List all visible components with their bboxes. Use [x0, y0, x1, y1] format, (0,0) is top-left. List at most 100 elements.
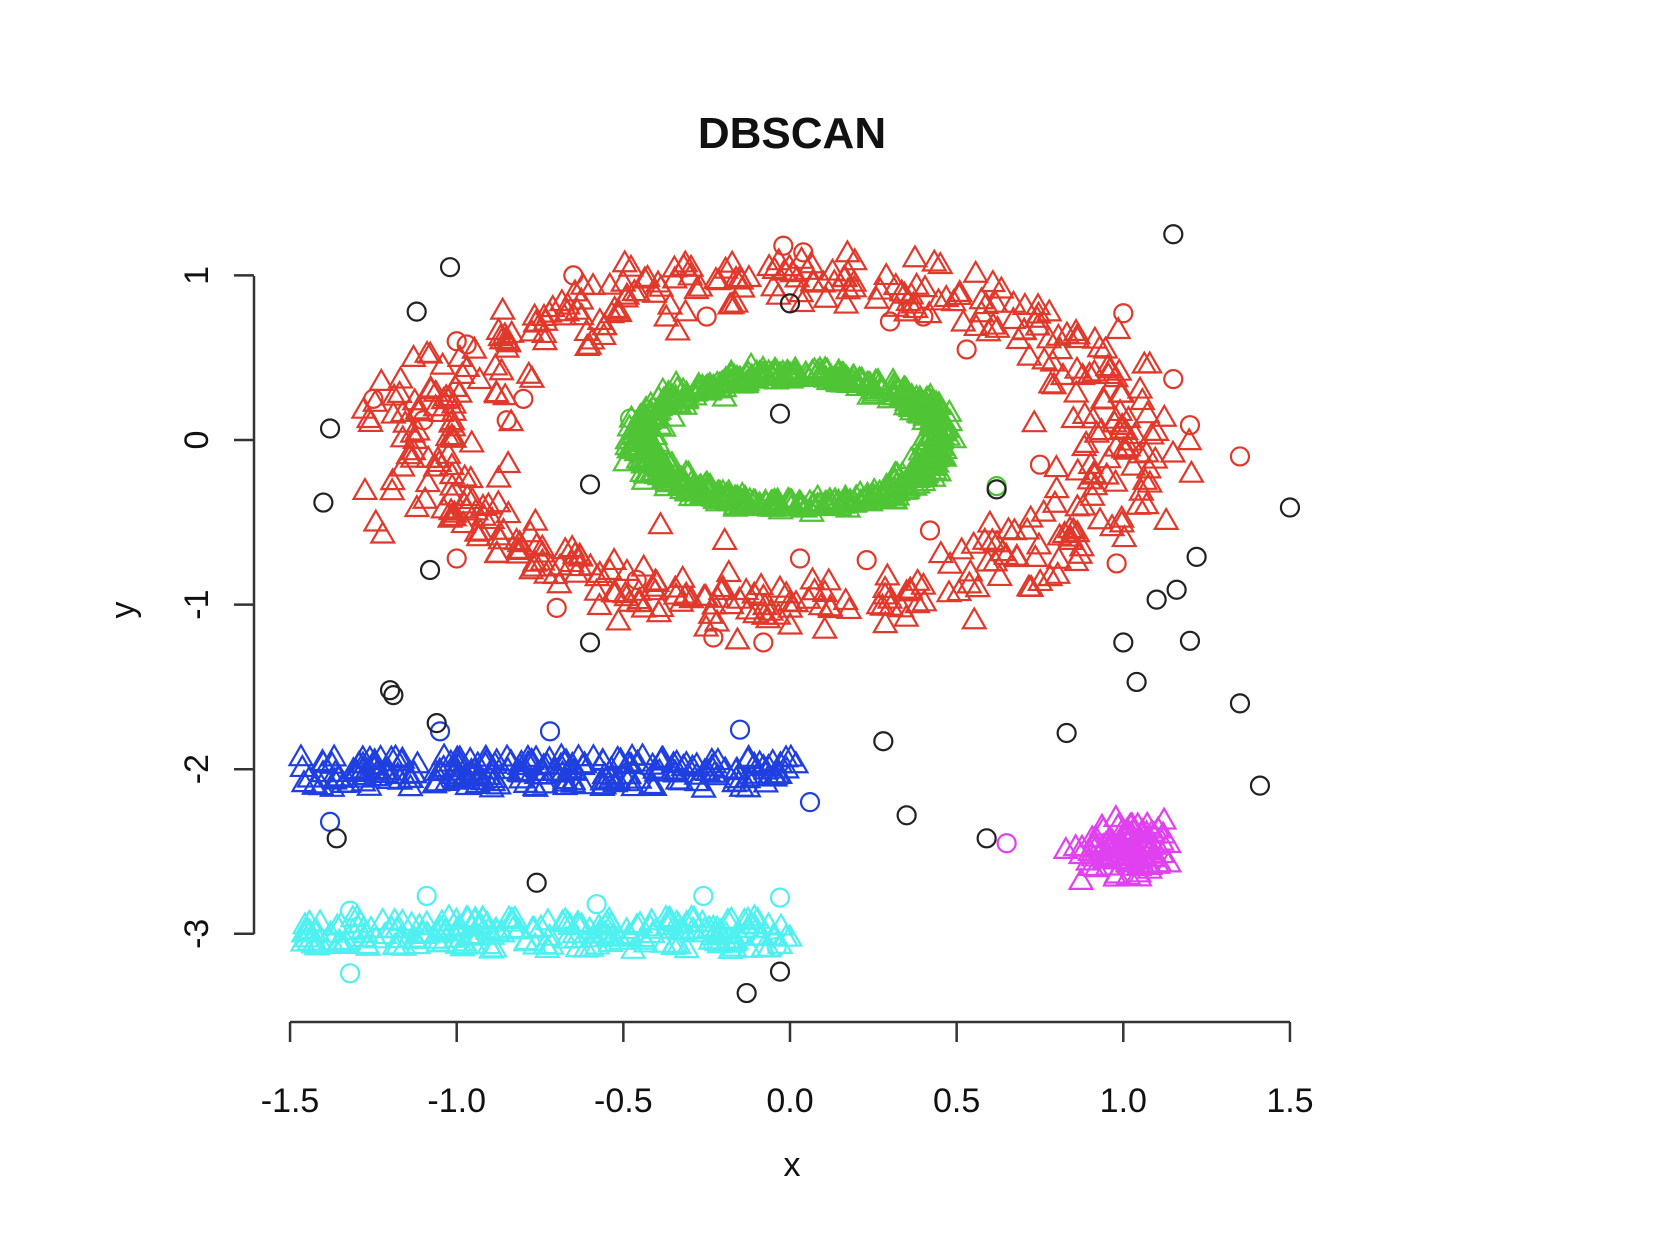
cyan_band-core-point: [505, 916, 532, 940]
magenta_blob-core-point: [1109, 838, 1136, 862]
outer_ring-core-point: [411, 485, 439, 509]
inner_ring-core-point: [685, 473, 713, 497]
blue_band-core-point: [735, 743, 762, 767]
blue_band-core-point: [734, 765, 762, 789]
outer_ring-core-point: [835, 595, 863, 620]
outer_ring-core-point: [712, 255, 739, 279]
inner_ring-core-point: [842, 483, 870, 507]
cyan_band-core-point: [435, 903, 463, 927]
cyan_band-border-point: [339, 963, 361, 984]
noise-point: [976, 828, 997, 849]
blue_band-core-point: [497, 748, 525, 772]
outer_ring-core-point: [395, 441, 422, 465]
blue_band-core-point: [772, 744, 800, 768]
outer_ring-core-point: [872, 261, 900, 286]
outer_ring-core-point: [661, 265, 689, 289]
outer_ring-core-point: [1126, 375, 1154, 399]
outer_ring-core-point: [648, 593, 675, 618]
outer_ring-core-point: [438, 502, 466, 526]
outer_ring-core-point: [1079, 482, 1106, 506]
outer_ring-core-point: [946, 278, 974, 302]
noise-point: [896, 805, 917, 826]
outer_ring-core-point: [755, 253, 783, 277]
blue_band-core-point: [346, 750, 373, 774]
magenta_blob-core-point: [1082, 824, 1110, 848]
outer_ring-core-point: [630, 594, 657, 618]
outer_ring-core-point: [1062, 379, 1090, 403]
blue_band-core-point: [437, 748, 465, 772]
outer_ring-core-point: [687, 273, 714, 297]
outer_ring-core-point: [703, 608, 731, 632]
outer_ring-core-point: [1063, 355, 1091, 379]
noise-point: [379, 680, 401, 701]
blue_band-core-point: [690, 774, 717, 798]
outer_ring-border-point: [913, 306, 934, 327]
outer_ring-core-point: [531, 327, 559, 351]
blue_band-core-point: [773, 755, 801, 779]
noise-point: [406, 301, 427, 322]
magenta_blob-core-point: [1150, 806, 1178, 830]
cyan_band-core-point: [527, 913, 555, 937]
outer_ring-core-point: [1060, 404, 1087, 429]
cyan_band-border-point: [766, 936, 787, 958]
blue_band-border-point: [799, 792, 821, 813]
outer_ring-border-point: [1106, 553, 1127, 574]
outer_ring-core-point: [830, 264, 858, 288]
blue_band-core-point: [522, 773, 550, 797]
cyan_band-core-point: [695, 914, 723, 938]
noise-point: [1229, 693, 1251, 714]
outer_ring-core-point: [1094, 353, 1122, 377]
outer_ring-core-point: [716, 291, 744, 315]
noise-point: [579, 474, 601, 495]
noise-point: [1126, 671, 1147, 693]
inner_ring-core-point: [908, 391, 936, 415]
inner_ring-core-point: [919, 442, 947, 466]
inner_ring-core-point: [632, 460, 659, 484]
outer_ring-core-point: [734, 596, 762, 620]
outer_ring-core-point: [1003, 542, 1031, 566]
noise-point: [326, 828, 347, 849]
outer_ring-core-point: [1131, 466, 1159, 490]
outer_ring-core-point: [369, 520, 397, 544]
cyan_band-core-point: [552, 925, 580, 949]
inner_ring-core-point: [655, 457, 683, 481]
outer_ring-core-point: [1064, 457, 1092, 481]
outer_ring-core-point: [605, 607, 632, 631]
blue_band-core-point: [646, 757, 673, 781]
outer_ring-core-point: [1035, 298, 1063, 322]
outer_ring-core-point: [1025, 531, 1053, 555]
cyan_band-core-point: [652, 904, 680, 928]
outer_ring-core-point: [361, 388, 389, 412]
cyan_band-core-point: [381, 932, 408, 956]
blue_band-core-point: [430, 742, 458, 766]
cyan_band-core-point: [561, 920, 588, 944]
outer_ring-core-point: [586, 306, 614, 331]
outer_ring-core-point: [1108, 411, 1136, 436]
outer_ring-core-point: [465, 523, 492, 547]
blue_band-core-point: [589, 747, 616, 771]
outer_ring-core-point: [466, 365, 493, 390]
outer_ring-core-point: [606, 299, 633, 323]
inner_ring-core-point: [898, 397, 926, 421]
noise-point: [526, 872, 547, 893]
blue_band-core-point: [541, 757, 568, 781]
cyan_band-core-point: [409, 920, 436, 944]
outer_ring-core-point: [1159, 439, 1187, 463]
outer_ring-core-point: [379, 467, 407, 491]
x-axis: -1.5 -1.0 -0.5 0.0 0.5 1.0 1.5: [261, 1020, 1314, 1120]
outer_ring-core-point: [811, 578, 839, 603]
cyan_band-border-point: [339, 900, 361, 921]
x-tick-label: -1.0: [427, 1082, 486, 1120]
y-tick-label: -2: [178, 754, 216, 784]
noise-point: [439, 257, 461, 278]
blue_band-core-point: [364, 763, 391, 787]
x-tick-label: -0.5: [594, 1082, 653, 1120]
blue_band-core-point: [684, 768, 712, 792]
cyan_band-core-point: [343, 903, 371, 927]
blue_band-core-point: [301, 770, 329, 794]
cyan_band-core-point: [521, 931, 549, 955]
outer_ring-core-point: [437, 497, 465, 521]
blue_band-core-point: [698, 746, 726, 770]
outer_ring-core-point: [911, 274, 939, 298]
outer_ring-core-point: [1138, 421, 1166, 445]
